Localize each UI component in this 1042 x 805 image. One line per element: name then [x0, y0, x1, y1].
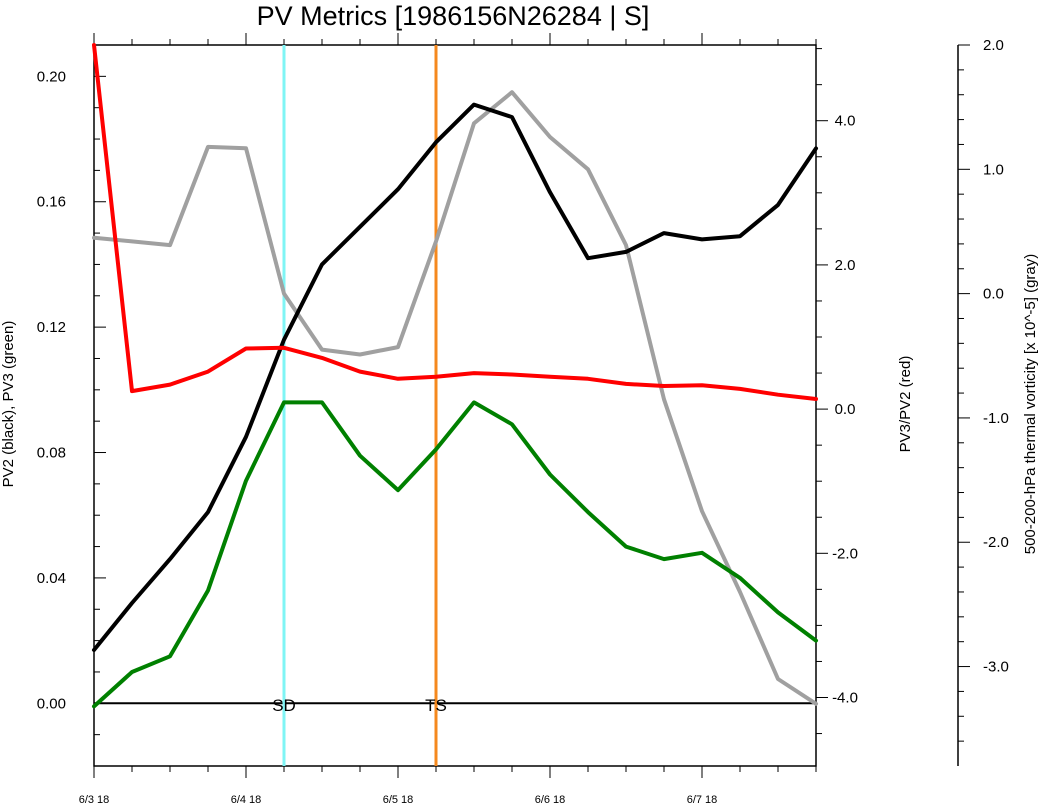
red-tick-label: 0.0	[835, 401, 856, 418]
left-tick-label: 0.12	[37, 319, 66, 336]
gray-tick-label: 2.0	[983, 37, 1004, 54]
gray-tick-label: 1.0	[983, 161, 1004, 178]
left-axis-tick-labels: 0.00 0.04 0.08 0.12 0.16 0.20	[37, 68, 66, 712]
x-tick-label: 6/5 18	[383, 794, 414, 805]
red-tick-label: -4.0	[832, 690, 858, 707]
gray-tick-label: 0.0	[983, 286, 1004, 303]
gray-axis-title: 500-200-hPa thermal vorticity [x 10^-5] …	[1022, 254, 1039, 555]
left-axis-title: PV2 (black), PV3 (green)	[0, 321, 17, 488]
left-tick-label: 0.00	[37, 695, 66, 712]
gray-axis	[957, 44, 970, 766]
x-tick-label: 6/6 18	[535, 794, 566, 805]
series-lines	[92, 43, 818, 709]
gray-tick-label: -2.0	[983, 534, 1009, 551]
chart-title: PV Metrics [1986156N26284 | S]	[257, 1, 650, 31]
marker-label-sd: SD	[272, 696, 296, 715]
series-line-gray-3	[92, 90, 818, 706]
series-line-left-0	[92, 102, 818, 652]
left-tick-label: 0.16	[37, 194, 66, 211]
red-tick-label: -2.0	[832, 545, 858, 562]
left-tick-label: 0.08	[37, 445, 66, 462]
marker-label-ts: TS	[425, 696, 447, 715]
vertical-markers	[282, 45, 438, 766]
gray-tick-label: -3.0	[983, 659, 1009, 676]
red-axis-title: PV3/PV2 (red)	[897, 356, 914, 453]
gray-tick-label: -1.0	[983, 410, 1009, 427]
marker-labels: SD TS	[272, 696, 447, 715]
x-tick-label: 6/4 18	[231, 794, 262, 805]
x-axis-ticks	[93, 33, 817, 778]
left-tick-label: 0.04	[37, 570, 66, 587]
series-line-left-1	[92, 400, 818, 709]
red-tick-label: 2.0	[835, 257, 856, 274]
left-tick-label: 0.20	[37, 68, 66, 85]
red-axis-tick-labels: -4.0 -2.0 0.0 2.0 4.0	[832, 113, 858, 707]
series-line-red-2	[92, 43, 818, 401]
gray-axis-tick-labels: -3.0 -2.0 -1.0 0.0 1.0 2.0	[983, 37, 1009, 676]
x-tick-label: 6/7 18	[687, 794, 718, 805]
plot-frame	[93, 44, 817, 767]
x-tick-label: 6/3 18	[79, 794, 110, 805]
red-tick-label: 4.0	[835, 113, 856, 130]
red-axis-ticks	[816, 48, 828, 735]
x-axis-tick-labels: 6/3 18 6/4 18 6/5 18 6/6 18 6/7 18	[79, 794, 718, 805]
